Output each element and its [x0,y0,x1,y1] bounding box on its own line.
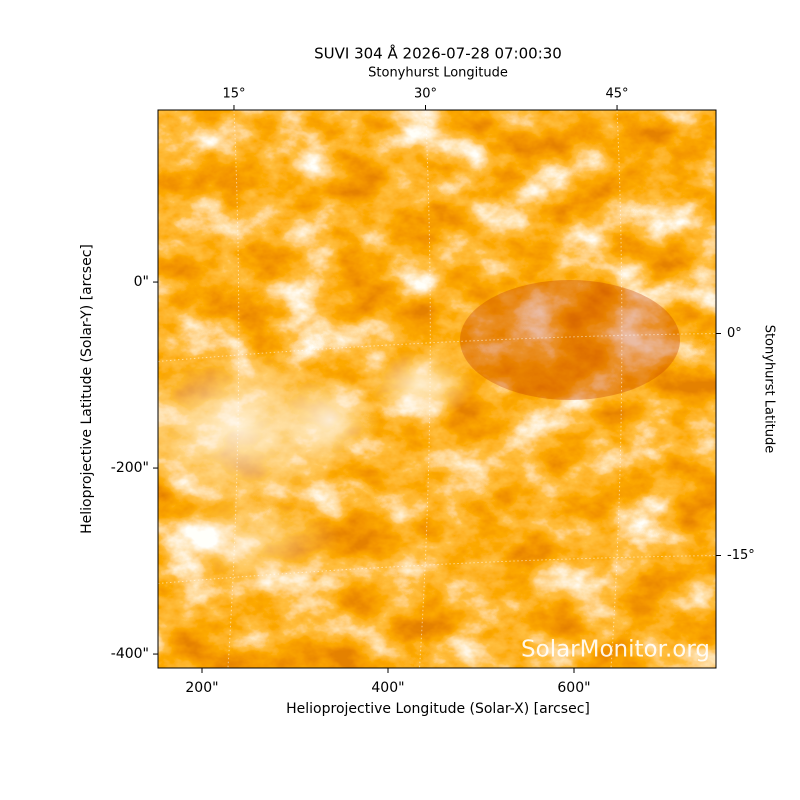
x2-tick-label: 45° [606,87,629,102]
grid-line [158,332,716,362]
plot-frame [157,109,717,669]
grid-line [419,110,431,668]
x-tick-label: 600" [557,680,590,696]
y2-tick-label: -15° [727,548,755,563]
x2-axis-label: Stonyhurst Longitude [368,66,508,81]
chart-title: SUVI 304 Å 2026-07-28 07:00:30 [314,44,562,63]
y2-tick-label: 0° [727,326,742,341]
grid-line [610,110,623,668]
x-tick-label: 200" [185,680,218,696]
y-tick-label: 0" [134,274,149,290]
x-axis-label: Helioprojective Longitude (Solar-X) [arc… [286,701,590,717]
x2-tick-label: 15° [222,87,245,102]
x-tick-label: 400" [371,680,404,696]
y-axis-label: Helioprojective Latitude (Solar-Y) [arcs… [79,244,95,534]
x2-tick-label: 30° [414,87,437,102]
solar-image [158,110,716,668]
grid-line [227,110,240,668]
y-tick-label: -200" [111,460,149,476]
y2-axis-label: Stonyhurst Latitude [762,325,777,454]
y-tick-label: -400" [111,646,149,662]
watermark: SolarMonitor.org [521,637,710,663]
grid-line [158,555,716,585]
